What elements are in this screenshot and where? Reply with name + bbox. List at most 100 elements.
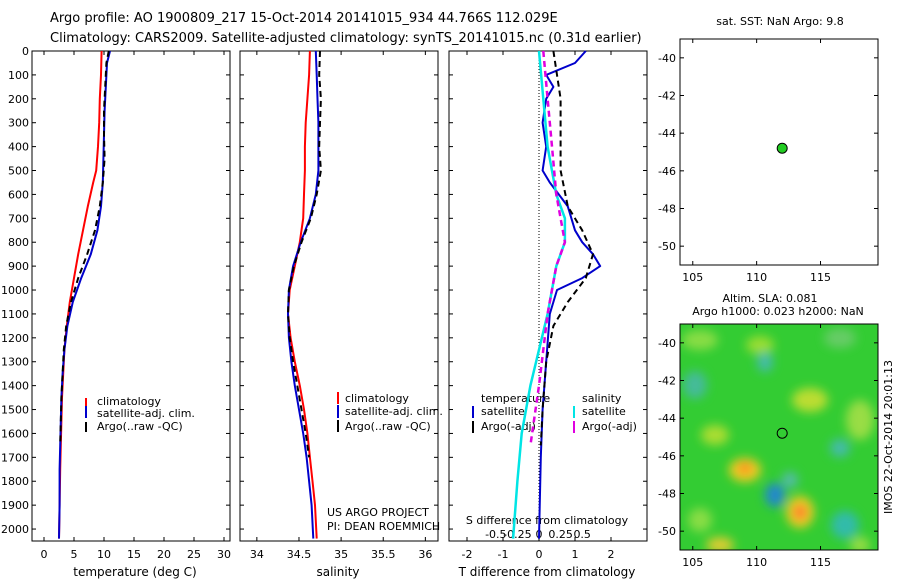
difference-legend-s-argo: Argo(-adj) [582,420,637,433]
temperature-series-1 [58,50,111,539]
sst-map-ytick-label: -42 [658,90,676,103]
salinity-annotation-pi: PI: DEAN ROEMMICH [327,520,440,533]
sla-map-ytick-label: -48 [658,488,676,501]
difference-stick-label: 0.5 [573,528,591,541]
depth-tick-label: 300 [8,117,29,130]
sla-map-ytick-label: -40 [658,337,676,350]
sla-map-ytick-label: -50 [658,525,676,538]
sla-map-xtick-label: 105 [682,556,703,569]
salinity-annotation-project: US ARGO PROJECT [327,506,429,519]
salinity-series-1 [287,50,320,539]
salinity-plot: 34 34.5 35 35.5 36 [239,50,439,561]
difference-stick-label: 0.25 [548,528,573,541]
difference-legend-salinity-title: salinity [582,392,622,405]
sst-map-xtick-label: 105 [682,271,703,284]
depth-tick-label: 1100 [1,308,29,321]
depth-tick-label: 600 [8,188,29,201]
sla-map-axes: -40 -42 -44 -46 -48 -50 105 110 115 [658,323,879,569]
difference-legend: temperature satellite Argo(-adj) salinit… [472,392,637,433]
depth-tick-label: 0 [22,45,29,58]
sst-map-ytick-label: -40 [658,52,676,65]
sst-map-panel: sat. SST: NaN Argo: 9.8 [716,15,843,28]
sst-map-argo-point [776,142,788,154]
depth-tick-label: 1900 [1,499,29,512]
difference-xlabel: T difference from climatology [458,565,636,579]
temperature-series-0 [58,50,103,539]
salinity-xtick-label: 34 [250,548,264,561]
difference-stick-label: -0.5 [485,528,506,541]
temperature-axes-frame [31,50,231,542]
difference-legend-t-satellite: satellite [481,405,525,418]
difference-xtick-label: -2 [462,548,473,561]
sla-map-subtitle: Argo h1000: 0.023 h2000: NaN [692,305,864,318]
salinity-xtick-label: 35.5 [371,548,396,561]
difference-xtick-label: -1 [498,548,509,561]
sst-map-axes: -40 -42 -44 -46 -48 -50 105 110 115 [658,38,879,284]
salinity-legend-argo: Argo(..raw -QC) [345,420,431,433]
sla-map-ytick-label: -42 [658,375,676,388]
temperature-legend-argo: Argo(..raw -QC) [97,420,183,433]
difference-plot: -2 -1 0 1 2 [448,50,648,561]
difference-stick-label: -0.25 [503,528,531,541]
salinity-panel: salinity climatology satellite-adj. clim… [316,392,443,579]
depth-tick-label: 700 [8,212,29,225]
temperature-legend-satellite: satellite-adj. clim. [97,407,195,420]
sst-map-ytick-label: -46 [658,165,676,178]
sla-map-ytick-label: -46 [658,450,676,463]
temperature-xtick-label: 15 [127,548,141,561]
temperature-legend-climatology: climatology [97,395,161,408]
sla-side-label: IMOS 22-Oct-2014 20:01:13 [882,360,895,514]
sst-map-ytick-label: -44 [658,127,676,140]
temperature-panel: temperature (deg C) climatology satellit… [73,395,196,579]
sst-map-frame [679,38,879,266]
salinity-xtick-label: 35 [334,548,348,561]
temperature-xtick-label: 5 [71,548,78,561]
sla-map-ytick-label: -44 [658,412,676,425]
salinity-legend-satellite: satellite-adj. clim. [345,405,443,418]
sst-map-xtick-label: 110 [746,271,767,284]
sla-map-argo-point [776,427,788,439]
salinity-legend-climatology: climatology [345,392,409,405]
sst-map-title: sat. SST: NaN Argo: 9.8 [716,15,843,28]
depth-tick-label: 500 [8,165,29,178]
difference-panel: T difference from climatology S differen… [458,392,637,579]
salinity-xtick-label: 36 [418,548,432,561]
depth-tick-label: 1700 [1,451,29,464]
salinity-xlabel: salinity [316,565,359,579]
salinity-legend: climatology satellite-adj. clim. Argo(..… [337,392,443,433]
difference-series-1 [539,50,594,446]
depth-tick-label: 900 [8,260,29,273]
sst-map-xtick-label: 115 [810,271,831,284]
temperature-xtick-label: 10 [97,548,111,561]
header-line1: Argo profile: AO 1900809_217 15-Oct-2014… [50,11,558,26]
salinity-xtick-label: 34.5 [287,548,312,561]
depth-tick-label: 100 [8,69,29,82]
sla-heatmap [680,324,878,550]
salinity-axes-frame [239,50,439,542]
depth-tick-label: 1800 [1,475,29,488]
difference-axes-frame [448,50,648,542]
temperature-xtick-label: 20 [157,548,171,561]
difference-series-3 [529,50,567,446]
temperature-plot: 0100200300400500600700800900100011001200… [1,45,231,561]
depth-tick-label: 200 [8,93,29,106]
header-line2: Climatology: CARS2009. Satellite-adjuste… [50,31,642,46]
difference-xtick-label: 0 [536,548,543,561]
depth-tick-label: 800 [8,236,29,249]
depth-tick-label: 1600 [1,427,29,440]
difference-xtick-label: 2 [608,548,615,561]
salinity-series-2 [287,50,322,458]
difference-xtick-label: 1 [572,548,579,561]
sla-map-xtick-label: 110 [746,556,767,569]
sst-map-ytick-label: -50 [658,240,676,253]
temperature-xtick-label: 30 [217,548,231,561]
sla-map-panel: Altim. SLA: 0.081 Argo h1000: 0.023 h200… [680,292,895,550]
sla-map-xtick-label: 115 [810,556,831,569]
temperature-xlabel: temperature (deg C) [73,565,196,579]
difference-series-0 [538,50,602,539]
temperature-series-2 [59,50,110,446]
sla-map-frame [679,323,879,551]
difference-legend-s-satellite: satellite [582,405,626,418]
sla-map-title: Altim. SLA: 0.081 [722,292,817,305]
